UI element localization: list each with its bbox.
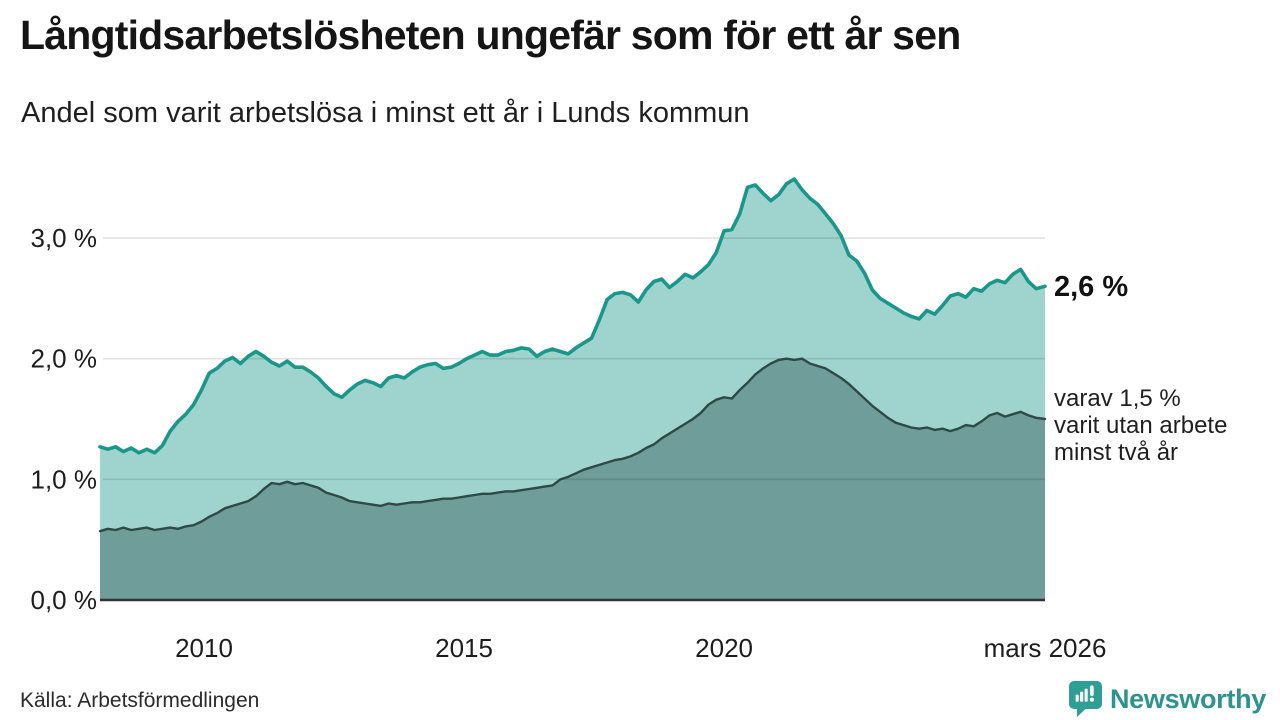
- y-tick-label: 2,0 %: [31, 344, 98, 374]
- page-title: Långtidsarbetslösheten ungefär som för e…: [20, 12, 961, 58]
- x-tick-label: 2015: [435, 633, 493, 663]
- chart-subtitle: Andel som varit arbetslösa i minst ett å…: [21, 97, 750, 129]
- y-tick-label: 1,0 %: [31, 464, 98, 494]
- line-two-years: [98, 357, 1047, 533]
- x-tick-label: mars 2026: [984, 633, 1107, 663]
- two-year-annotation-line-3: minst två år: [1054, 439, 1179, 466]
- newsworthy-bubble-icon: [1068, 681, 1102, 717]
- line-total: [98, 177, 1047, 455]
- x-tick-label: 2020: [695, 633, 753, 663]
- y-tick-label: 3,0 %: [31, 223, 98, 253]
- newsworthy-logo: Newsworthy: [1068, 680, 1266, 718]
- y-tick-label: 0,0 %: [31, 585, 98, 615]
- two-year-annotation: varav 1,5 % varit utan arbete minst två …: [1054, 385, 1227, 466]
- x-tick-label: 2010: [175, 633, 233, 663]
- two-year-annotation-line-2: varit utan arbete: [1054, 412, 1228, 439]
- area-two-years-fill: [100, 358, 1045, 600]
- newsworthy-wordmark: Newsworthy: [1109, 683, 1266, 714]
- two-year-annotation-line-1: varav 1,5 %: [1054, 385, 1181, 412]
- latest-value-label: 2,6 %: [1054, 271, 1129, 303]
- source-credit: Källa: Arbetsförmedlingen: [20, 689, 260, 712]
